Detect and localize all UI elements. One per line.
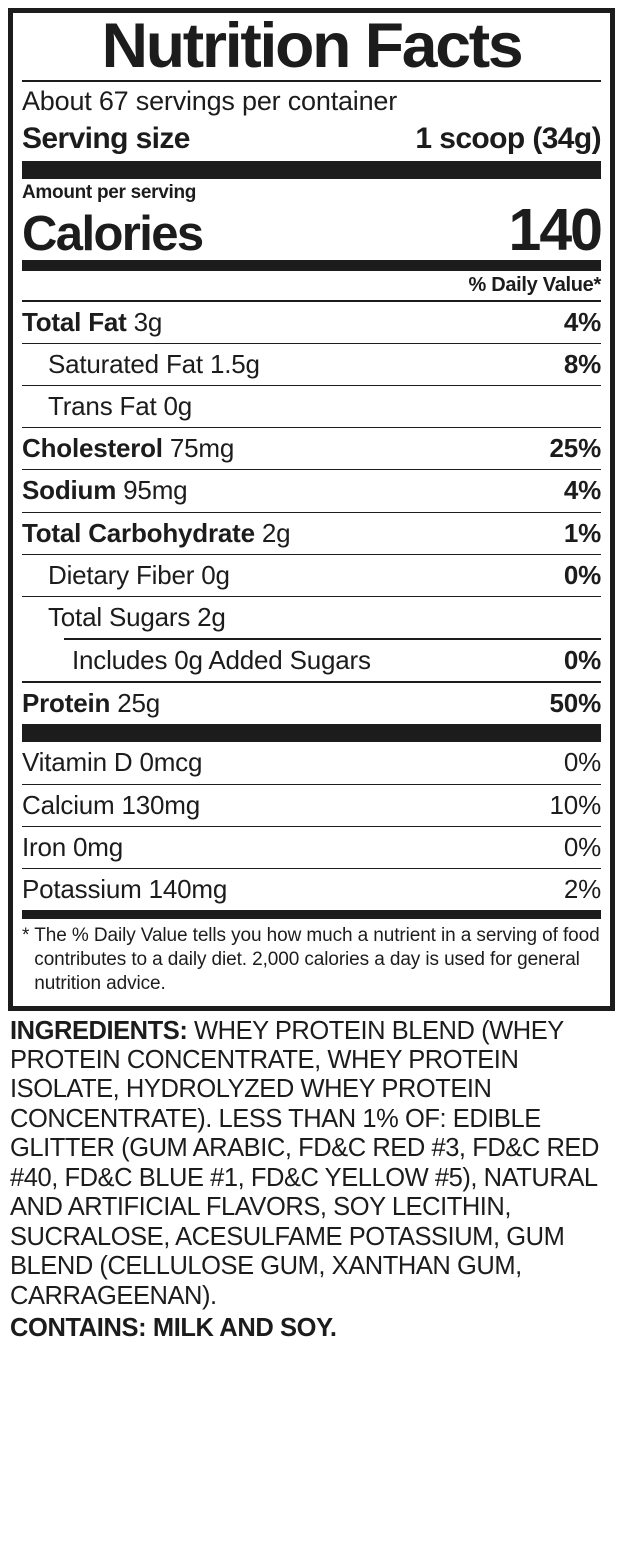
row-dietary-fiber: Dietary Fiber 0g 0% (22, 555, 601, 596)
row-sodium-name: Sodium (22, 475, 117, 506)
footnote-text: The % Daily Value tells you how much a n… (34, 925, 600, 995)
row-trans-fat: Trans Fat 0g (22, 386, 601, 427)
serving-size-label: Serving size (22, 122, 190, 156)
row-iron: Iron 0mg 0% (22, 827, 601, 868)
row-total-sugars: Total Sugars 2g (22, 597, 601, 638)
row-sodium-amount: 95mg (123, 475, 188, 506)
row-saturated-fat-text: Saturated Fat 1.5g (48, 348, 260, 379)
divider-above-total-carbohydrate (22, 511, 601, 513)
row-potassium: Potassium 140mg 2% (22, 869, 601, 910)
calories-label: Calories (22, 207, 204, 262)
divider-above-saturated-fat (22, 342, 601, 344)
title-divider (22, 80, 601, 83)
row-protein-name: Protein (22, 688, 111, 719)
row-total-fat-text: Total Fat 3g (22, 307, 162, 338)
row-cholesterol: Cholesterol 75mg 25% (22, 428, 601, 469)
daily-value-footnote: * The % Daily Value tells you how much a… (22, 919, 601, 998)
row-total-sugars-text: Total Sugars 2g (48, 601, 226, 632)
servings-per-container: About 67 servings per container (22, 86, 398, 117)
row-potassium-percent: 2% (563, 874, 601, 905)
row-added-sugars-percent: 0% (563, 645, 601, 676)
row-total-fat-name: Total Fat (22, 306, 127, 337)
row-total-carbohydrate: Total Carbohydrate 2g 1% (22, 513, 601, 554)
row-iron-percent: 0% (563, 831, 601, 862)
row-saturated-fat-percent: 8% (563, 348, 601, 379)
row-total-fat-percent: 4% (563, 306, 601, 337)
divider-above-iron (22, 825, 601, 827)
nutrition-facts-box: Nutrition Facts About 67 servings per co… (8, 8, 615, 1011)
row-total-carbohydrate-name: Total Carbohydrate (22, 517, 255, 548)
daily-value-header: % Daily Value* (468, 273, 601, 296)
divider-above-cholesterol (22, 427, 601, 429)
row-calcium-text: Calcium 130mg (22, 789, 201, 820)
row-potassium-text: Potassium 140mg (22, 874, 228, 905)
row-protein-text: Protein 25g (22, 688, 160, 719)
row-sodium: Sodium 95mg 4% (22, 470, 601, 511)
divider-after-calories (22, 259, 601, 271)
page-title: Nutrition Facts (101, 11, 524, 81)
row-dietary-fiber-text: Dietary Fiber 0g (48, 559, 230, 590)
divider-above-calcium (22, 783, 601, 785)
divider-above-potassium (22, 868, 601, 870)
amount-per-serving-label: Amount per serving (22, 181, 197, 203)
row-sodium-percent: 4% (563, 475, 601, 506)
row-vitamin-d-percent: 0% (563, 747, 601, 778)
row-calcium-percent: 10% (549, 789, 602, 820)
row-protein-amount: 25g (117, 688, 160, 719)
divider-above-footnote (22, 910, 601, 920)
row-cholesterol-name: Cholesterol (22, 433, 163, 464)
divider-above-added-sugars (64, 638, 601, 641)
calories-value: 140 (508, 197, 603, 264)
row-sodium-text: Sodium 95mg (22, 475, 188, 506)
row-vitamin-d: Vitamin D 0mcg 0% (22, 742, 601, 783)
divider-above-total-sugars (22, 595, 601, 597)
row-cholesterol-percent: 25% (549, 433, 602, 464)
serving-size-row: Serving size 1 scoop (34g) (22, 120, 602, 160)
row-calcium: Calcium 130mg 10% (22, 785, 601, 826)
row-total-carbohydrate-percent: 1% (563, 517, 601, 548)
row-total-fat: Total Fat 3g 4% (22, 302, 601, 343)
row-added-sugars: Includes 0g Added Sugars 0% (22, 640, 601, 681)
divider-above-trans-fat (22, 384, 601, 386)
allergen-contains-statement: CONTAINS: MILK AND SOY. (10, 1313, 337, 1342)
row-total-carbohydrate-amount: 2g (261, 517, 291, 548)
row-vitamin-d-text: Vitamin D 0mcg (22, 747, 203, 778)
heavy-divider-after-protein (22, 724, 601, 743)
footnote-asterisk: * (22, 925, 30, 947)
row-trans-fat-text: Trans Fat 0g (48, 390, 193, 421)
divider-above-sodium (22, 469, 601, 471)
divider-above-protein (22, 681, 601, 684)
serving-size-value: 1 scoop (34g) (415, 122, 601, 156)
heavy-divider-after-serving-size (22, 160, 601, 179)
row-added-sugars-text: Includes 0g Added Sugars (72, 645, 371, 676)
divider-above-total-fat (22, 299, 601, 302)
row-total-fat-amount: 3g (133, 306, 163, 337)
calories-row: Calories 140 (22, 197, 603, 264)
divider-above-dietary-fiber (22, 553, 601, 555)
ingredients-text: WHEY PROTEIN BLEND (WHEY PROTEIN CONCENT… (10, 1016, 599, 1310)
row-saturated-fat: Saturated Fat 1.5g 8% (22, 344, 601, 385)
row-protein-percent: 50% (549, 688, 602, 719)
row-total-carbohydrate-text: Total Carbohydrate 2g (22, 517, 291, 549)
row-protein: Protein 25g 50% (22, 683, 601, 724)
row-dietary-fiber-percent: 0% (563, 559, 601, 590)
ingredients-label: INGREDIENTS: (10, 1016, 188, 1045)
ingredients-statement: INGREDIENTS: WHEY PROTEIN BLEND (WHEY PR… (8, 1011, 615, 1344)
row-cholesterol-amount: 75mg (169, 433, 235, 464)
row-iron-text: Iron 0mg (22, 831, 124, 862)
row-cholesterol-text: Cholesterol 75mg (22, 433, 234, 464)
